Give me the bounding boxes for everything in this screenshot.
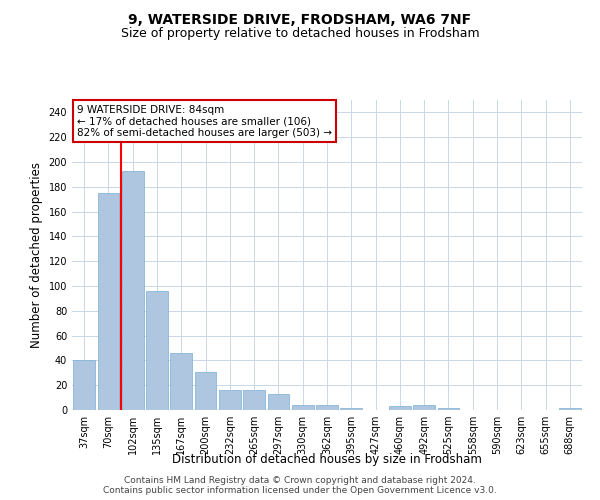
Bar (243, 390, 265, 410)
Bar (559, 408, 581, 410)
Bar (413, 405, 435, 410)
Bar (194, 372, 217, 410)
Bar (122, 170, 143, 410)
Bar (97, 193, 119, 410)
Bar (316, 405, 338, 410)
Bar (268, 394, 289, 410)
Bar (219, 390, 241, 410)
Text: Distribution of detached houses by size in Frodsham: Distribution of detached houses by size … (172, 452, 482, 466)
Bar (73, 360, 95, 410)
Bar (292, 405, 314, 410)
Bar (389, 406, 411, 410)
Text: Size of property relative to detached houses in Frodsham: Size of property relative to detached ho… (121, 28, 479, 40)
Text: 9 WATERSIDE DRIVE: 84sqm
← 17% of detached houses are smaller (106)
82% of semi-: 9 WATERSIDE DRIVE: 84sqm ← 17% of detach… (77, 104, 332, 138)
Y-axis label: Number of detached properties: Number of detached properties (30, 162, 43, 348)
Bar (437, 408, 460, 410)
Bar (146, 291, 168, 410)
Text: 9, WATERSIDE DRIVE, FRODSHAM, WA6 7NF: 9, WATERSIDE DRIVE, FRODSHAM, WA6 7NF (128, 12, 472, 26)
Bar (340, 408, 362, 410)
Text: Contains HM Land Registry data © Crown copyright and database right 2024.
Contai: Contains HM Land Registry data © Crown c… (103, 476, 497, 495)
Bar (170, 353, 192, 410)
